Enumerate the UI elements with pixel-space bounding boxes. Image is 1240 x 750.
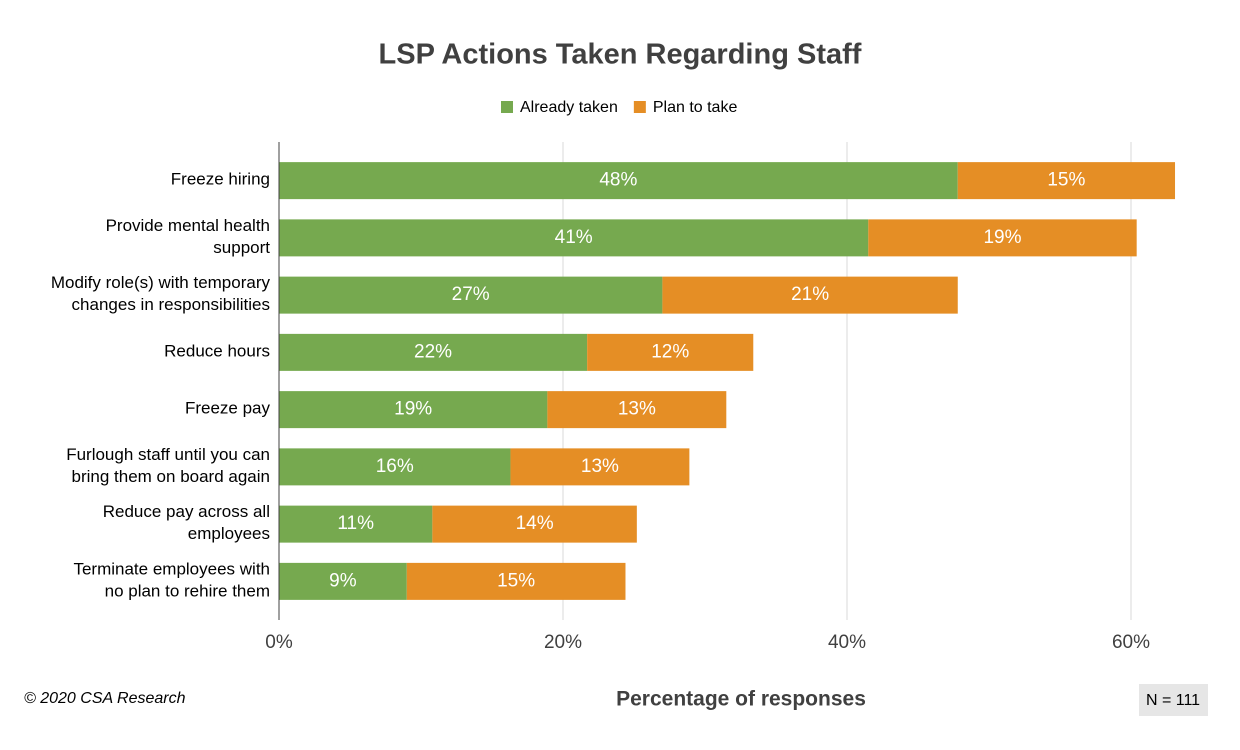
chart-title: LSP Actions Taken Regarding Staff bbox=[379, 39, 862, 71]
bar bbox=[432, 505, 637, 543]
bar bbox=[279, 505, 433, 543]
data-label: 13% bbox=[618, 399, 656, 420]
bar bbox=[279, 276, 663, 314]
bar bbox=[279, 391, 548, 429]
bar bbox=[406, 562, 626, 600]
data-label: 19% bbox=[394, 399, 432, 420]
bar bbox=[587, 333, 754, 371]
y-tick-label: Reduce pay across all employees bbox=[103, 503, 270, 544]
data-label: 9% bbox=[329, 570, 357, 591]
data-label: 27% bbox=[452, 284, 490, 305]
y-tick-label: Furlough staff until you can bring them o… bbox=[66, 445, 270, 486]
data-label: 13% bbox=[581, 456, 619, 477]
legend-swatch bbox=[501, 101, 513, 113]
y-tick-label: Modify role(s) with temporary changes in … bbox=[51, 274, 271, 315]
note-box bbox=[1139, 684, 1208, 716]
legend-swatch bbox=[633, 101, 646, 113]
data-label: 14% bbox=[516, 513, 554, 534]
x-tick-label: 20% bbox=[544, 632, 582, 653]
data-label: 48% bbox=[599, 170, 637, 191]
data-label: 22% bbox=[414, 341, 452, 362]
note: N = 111 bbox=[1146, 692, 1200, 709]
bar bbox=[279, 333, 588, 371]
bar bbox=[510, 448, 690, 486]
y-tick-label: Reduce hours bbox=[164, 342, 270, 361]
data-label: 12% bbox=[651, 341, 689, 362]
bar bbox=[279, 219, 869, 257]
bar bbox=[279, 562, 407, 600]
data-label: 21% bbox=[791, 284, 829, 305]
x-tick-label: 60% bbox=[1112, 632, 1150, 653]
legend-label: Already taken bbox=[520, 99, 618, 116]
bar bbox=[868, 219, 1137, 257]
data-label: 11% bbox=[337, 513, 374, 534]
y-tick-label: Terminate employees with no plan to rehir… bbox=[73, 560, 270, 601]
bar bbox=[547, 391, 727, 429]
data-label: 15% bbox=[497, 570, 535, 591]
x-tick-label: 40% bbox=[828, 632, 866, 653]
data-label: 16% bbox=[376, 456, 414, 477]
y-tick-label: Freeze hiring bbox=[171, 170, 270, 189]
bar bbox=[662, 276, 958, 314]
bar bbox=[957, 162, 1176, 200]
copyright: © 2020 CSA Research bbox=[24, 690, 186, 707]
data-label: 41% bbox=[555, 227, 593, 248]
y-tick-label: Provide mental health support bbox=[106, 216, 271, 257]
legend-label: Plan to take bbox=[653, 99, 738, 116]
x-axis-title: Percentage of responses bbox=[616, 688, 866, 711]
bar bbox=[279, 448, 511, 486]
bar bbox=[279, 162, 958, 200]
y-tick-label: Freeze pay bbox=[185, 399, 271, 418]
data-label: 15% bbox=[1047, 170, 1085, 191]
x-tick-label: 0% bbox=[265, 632, 293, 653]
data-label: 19% bbox=[983, 227, 1021, 248]
